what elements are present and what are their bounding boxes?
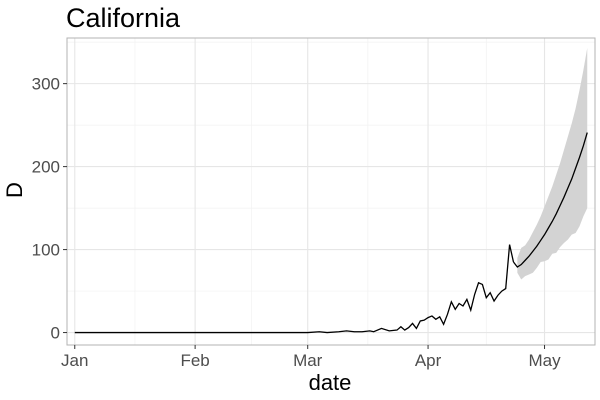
forecast-series-line [512,132,588,268]
x-tick-label: Feb [180,351,209,370]
chart-title: California [66,3,181,33]
observed-series-line [74,244,515,334]
x-tick-label: Apr [415,351,442,370]
x-tick-label: May [528,351,561,370]
y-tick-label: 200 [32,158,60,177]
y-tick-label: 100 [32,241,60,260]
x-axis: Jan Feb Mar Apr May [61,345,561,370]
y-tick-label: 0 [51,324,60,343]
minor-grid [67,38,595,345]
x-tick-label: Mar [293,351,323,370]
y-axis: 0 100 200 300 [32,75,67,343]
x-tick-label: Jan [61,351,88,370]
plot-panel [66,37,596,346]
y-axis-title: D [2,182,27,198]
y-tick-label: 300 [32,75,60,94]
major-grid [67,38,595,345]
forecast-ribbon [517,47,588,280]
x-axis-title: date [309,370,352,395]
